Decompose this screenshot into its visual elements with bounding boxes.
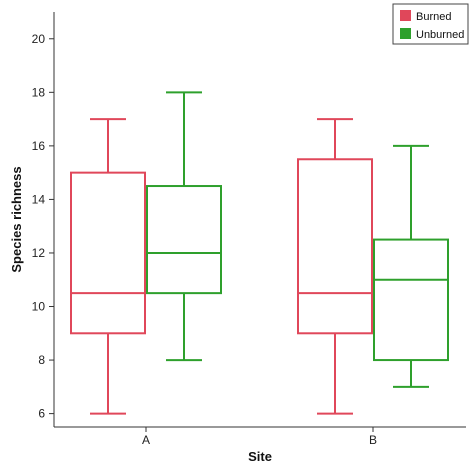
x-tick-label: B	[369, 433, 377, 447]
y-tick-label: 18	[32, 85, 46, 99]
y-tick-label: 8	[38, 353, 45, 367]
y-tick-label: 12	[32, 246, 46, 260]
box-burned-b	[298, 119, 372, 414]
box-iqr	[147, 186, 221, 293]
y-tick-label: 16	[32, 139, 46, 153]
legend-swatch-unburned	[400, 28, 411, 39]
box-unburned-b	[374, 146, 448, 387]
legend-label-unburned: Unburned	[416, 29, 464, 41]
y-tick-label: 10	[32, 300, 46, 314]
y-tick-label: 14	[32, 192, 46, 206]
box-iqr	[374, 240, 448, 360]
box-burned-a	[71, 119, 145, 414]
legend-swatch-burned	[400, 10, 411, 21]
box-iqr	[298, 159, 372, 333]
box-series	[71, 92, 448, 413]
x-axis-title: Site	[248, 449, 272, 464]
legend-label-burned: Burned	[416, 11, 451, 23]
y-axis-title: Species richness	[9, 166, 24, 272]
y-axis-ticks: 6 8 10 12 14 16 18 20	[32, 32, 54, 421]
y-tick-label: 20	[32, 32, 46, 46]
y-tick-label: 6	[38, 407, 45, 421]
x-tick-label: A	[142, 433, 150, 447]
plot-frame	[54, 12, 466, 427]
legend: Burned Unburned	[393, 4, 468, 44]
box-unburned-a	[147, 92, 221, 360]
box-iqr	[71, 173, 145, 334]
